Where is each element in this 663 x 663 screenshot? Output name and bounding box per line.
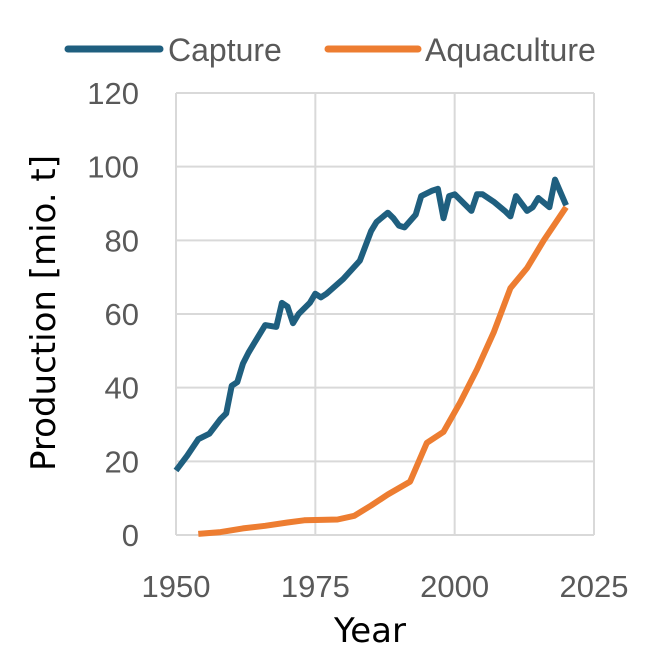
grid — [175, 92, 595, 536]
y-tick-label: 80 — [105, 223, 139, 258]
y-tick-label: 40 — [105, 371, 139, 406]
x-tick-label: 2000 — [420, 569, 489, 604]
series-line-capture — [173, 176, 569, 473]
x-axis-title: Year — [333, 611, 406, 651]
legend-label-capture: Capture — [168, 32, 282, 68]
y-tick-label: 20 — [105, 444, 139, 479]
legend: Capture Aquaculture — [64, 32, 596, 68]
series-line-aquaculture — [198, 205, 569, 537]
y-axis: 0 20 40 60 80 100 120 — [87, 76, 139, 553]
y-tick-label: 60 — [105, 297, 139, 332]
y-tick-label: 0 — [122, 518, 139, 553]
y-tick-label: 100 — [87, 150, 139, 185]
x-tick-label: 2025 — [560, 569, 629, 604]
y-tick-label: 120 — [87, 76, 139, 111]
plot-area — [173, 176, 569, 537]
x-tick-label: 1975 — [281, 569, 350, 604]
legend-label-aquaculture: Aquaculture — [425, 32, 596, 68]
x-axis: 1950 1975 2000 2025 — [142, 569, 629, 604]
x-tick-label: 1950 — [142, 569, 211, 604]
y-axis-title: Production [mio. t] — [24, 155, 64, 471]
